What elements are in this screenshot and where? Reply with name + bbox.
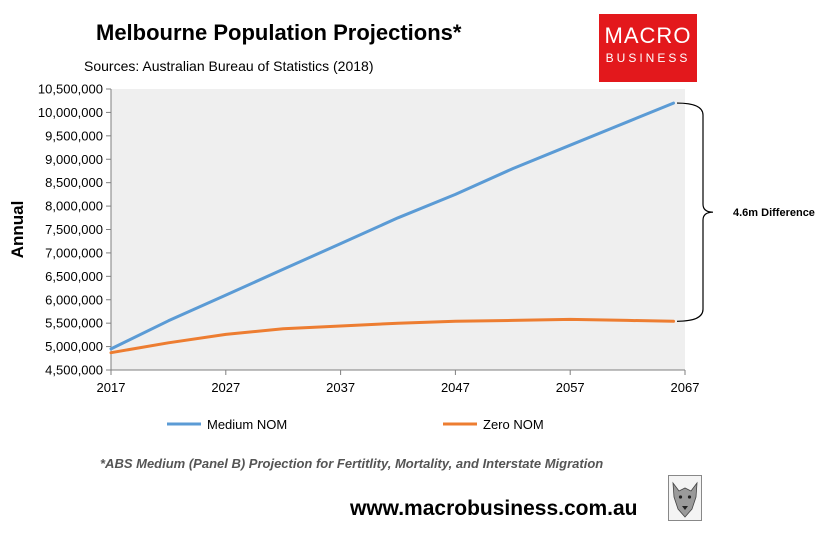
x-tick-label: 2017 (97, 380, 126, 395)
y-tick-label: 7,500,000 (45, 222, 103, 237)
y-tick-label: 10,500,000 (38, 82, 103, 97)
series-line-zero-nom (109, 317, 675, 355)
x-tick-label: 2037 (326, 380, 355, 395)
y-tick-label: 9,500,000 (45, 128, 103, 143)
y-tick-label: 5,000,000 (45, 339, 103, 354)
x-tick-label: 2057 (556, 380, 585, 395)
series-line-medium-nom (109, 101, 675, 351)
x-tick-label: 2027 (211, 380, 240, 395)
annotation: 4.6m Difference (676, 102, 815, 322)
legend: Medium NOM Zero NOM (167, 417, 544, 432)
y-tick-label: 8,000,000 (45, 199, 103, 214)
x-axis: 2017 2027 2037 2047 2057 2067 (97, 369, 700, 395)
x-tick-label: 2047 (441, 380, 470, 395)
y-axis: 4,500,000 5,000,000 5,500,000 6,000,000 6,50… (38, 82, 112, 378)
website-url: www.macrobusiness.com.au (350, 497, 638, 520)
logo-line-2: BUSINESS (605, 51, 691, 65)
chart-title: Melbourne Population Projections* (96, 20, 462, 45)
legend-label: Zero NOM (483, 417, 544, 432)
y-tick-label: 6,500,000 (45, 269, 103, 284)
y-tick-label: 5,500,000 (45, 316, 103, 331)
y-tick-label: 6,000,000 (45, 292, 103, 307)
difference-bracket (676, 102, 714, 322)
y-tick-label: 8,500,000 (45, 175, 103, 190)
y-tick-label: 10,000,000 (38, 105, 103, 120)
y-tick-label: 7,000,000 (45, 245, 103, 260)
x-tick-label: 2067 (671, 380, 700, 395)
chart-subtitle: Sources: Australian Bureau of Statistics… (84, 58, 374, 74)
series-layer (109, 101, 675, 355)
macrobusiness-logo: MACRO BUSINESS (599, 14, 697, 82)
y-tick-label: 4,500,000 (45, 363, 103, 378)
difference-label: 4.6m Difference (733, 207, 815, 219)
wolf-icon (668, 475, 702, 521)
y-tick-label: 9,000,000 (45, 152, 103, 167)
footnote: *ABS Medium (Panel B) Projection for Fer… (100, 456, 604, 471)
plot-area (111, 89, 685, 370)
logo-line-1: MACRO (604, 23, 692, 48)
y-axis-title: Annual (8, 201, 27, 259)
legend-label: Medium NOM (207, 417, 287, 432)
